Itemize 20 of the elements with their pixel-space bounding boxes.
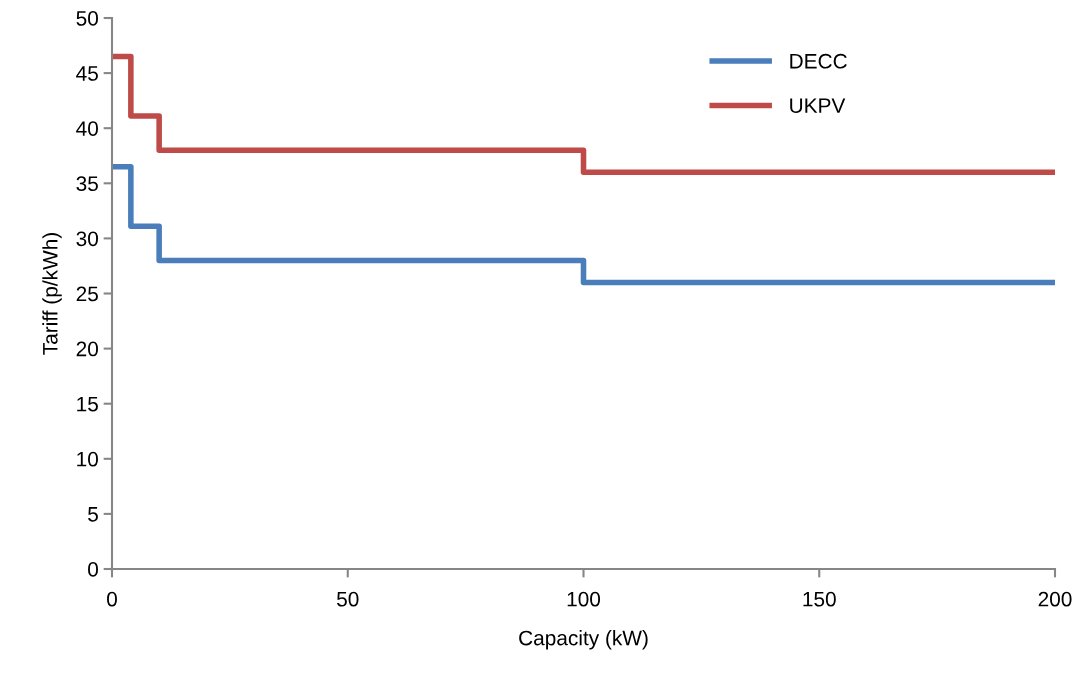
y-tick-label: 30 [76,231,98,247]
y-tick-label: 40 [76,121,98,136]
y-axis-title: Tariff (p/kWh) [42,233,62,355]
y-tick-label: 25 [76,286,98,302]
y-tick-label: 0 [88,562,98,577]
y-tick-label: 15 [77,396,98,412]
y-tick-label: 20 [76,341,98,357]
x-tick-label: 200 [1038,591,1072,607]
y-tick-label: 35 [76,176,98,192]
x-tick-label: 50 [337,591,359,607]
x-axis-title: Capacity (kW) [519,630,648,650]
x-tick-label: 0 [107,591,117,607]
y-tick-label: 45 [76,66,98,81]
legend-label: DECC [790,53,847,69]
x-tick-label: 150 [803,591,836,607]
legend-label: UKPV [790,98,846,113]
y-tick-label: 10 [77,451,98,467]
x-tick-label: 100 [567,591,601,607]
y-tick-label: 50 [76,11,98,26]
y-tick-label: 5 [88,507,98,522]
